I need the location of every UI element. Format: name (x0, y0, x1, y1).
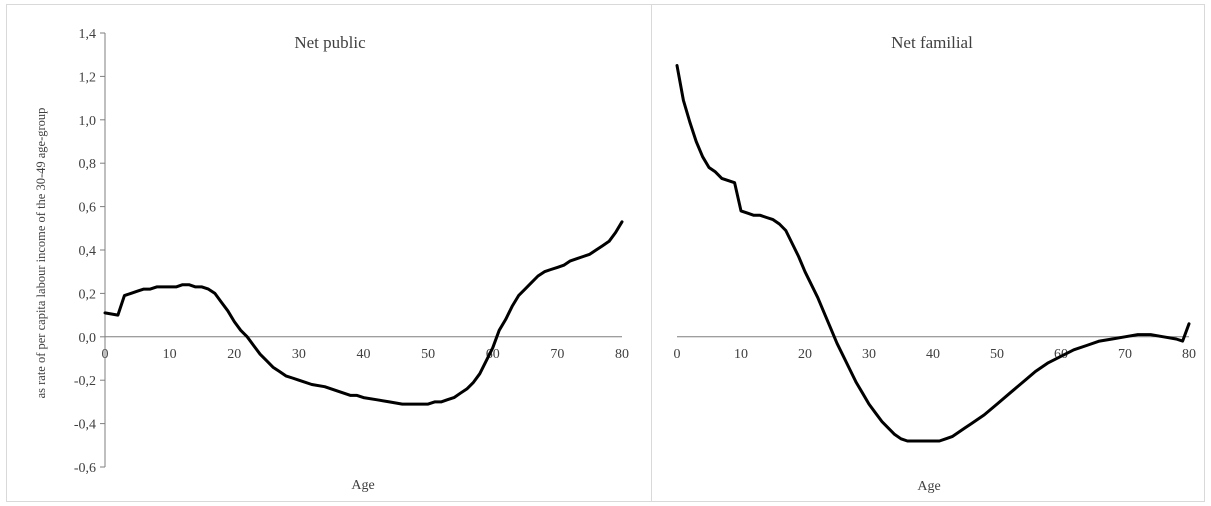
y-tick-label: 1,0 (79, 114, 97, 129)
chart-title: Net public (294, 33, 366, 52)
x-tick-label: 70 (550, 347, 564, 362)
x-tick-label: 0 (102, 347, 109, 362)
series-group (103, 220, 624, 406)
x-tick-label: 10 (163, 347, 177, 362)
x-tick-label: 50 (421, 347, 435, 362)
y-tick-label: 1,2 (79, 70, 97, 85)
y-axis-label: as rate of per capita labour income of t… (34, 108, 48, 399)
y-tick-labels: 1,4 1,2 1,0 0,8 0,6 0,4 0,2 0,0 -0,2 -0,4 -0,6 (74, 27, 96, 476)
y-tick-label: 0,8 (79, 157, 97, 172)
chart-title: Net familial (891, 33, 973, 52)
y-tick-label: 0,2 (79, 287, 97, 302)
y-tick-label: 0,4 (79, 244, 97, 259)
x-tick-label: 10 (734, 347, 748, 362)
x-tick-label: 30 (862, 347, 876, 362)
series-group (675, 64, 1191, 443)
x-tick-label: 40 (357, 347, 371, 362)
x-axis-label: Age (917, 479, 940, 494)
axes (100, 32, 622, 468)
y-tick-label: 0,6 (79, 201, 97, 216)
y-tick-label: 0,0 (79, 331, 97, 346)
y-tick-label: -0,2 (74, 374, 96, 389)
x-tick-label: 40 (926, 347, 940, 362)
y-tick-label: -0,6 (74, 461, 96, 476)
y-tick-label: -0,4 (74, 418, 96, 433)
x-tick-labels: 0 10 20 30 40 50 60 70 80 (674, 347, 1197, 362)
x-tick-label: 20 (798, 347, 812, 362)
x-axis-label: Age (351, 478, 374, 493)
panel-frame-net-familial (651, 4, 1205, 502)
series-line (675, 64, 1191, 443)
x-tick-label: 70 (1118, 347, 1132, 362)
x-tick-label: 20 (227, 347, 241, 362)
chart-net-familial: Net familial Age 0 10 20 30 40 50 60 70 80 (674, 33, 1197, 494)
x-tick-label: 30 (292, 347, 306, 362)
x-tick-label: 50 (990, 347, 1004, 362)
x-tick-label: 80 (615, 347, 629, 362)
series-line (103, 220, 624, 406)
chart-net-public: Net public Age as rate of per capita lab… (34, 27, 629, 493)
y-tick-label: 1,4 (79, 27, 97, 42)
x-tick-label: 80 (1182, 347, 1196, 362)
x-tick-label: 0 (674, 347, 681, 362)
x-tick-labels: 0 10 20 30 40 50 60 70 80 (102, 347, 630, 362)
panel-frame-net-public (6, 4, 652, 502)
